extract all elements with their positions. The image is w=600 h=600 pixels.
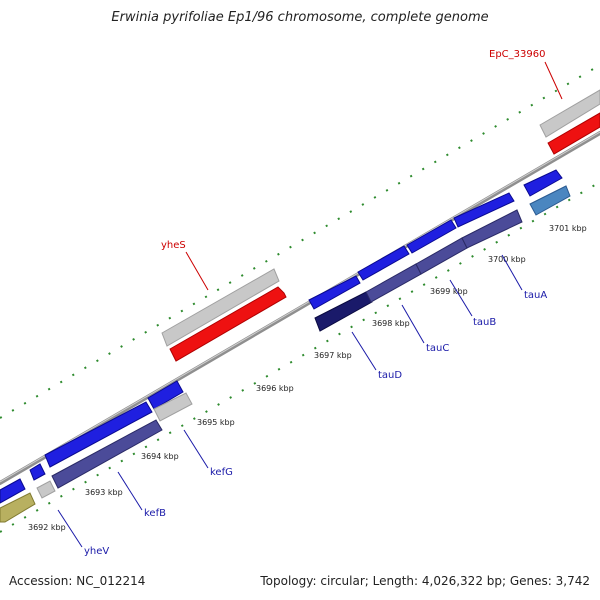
gene-tauB-blue[interactable]	[406, 219, 457, 254]
tick-label: 3694 kbp	[141, 452, 179, 461]
leader-lines	[57, 61, 563, 548]
dotted-track-outer	[0, 64, 600, 419]
gene-kefG-gray[interactable]	[153, 392, 193, 422]
gene-yheS-red-arrow	[169, 286, 287, 362]
genome-axis	[0, 131, 600, 485]
leader-tauB	[449, 279, 473, 317]
label-EpC_33960[interactable]: EpC_33960	[489, 49, 545, 60]
label-yheV[interactable]: yheV	[84, 546, 109, 557]
leader-yheS	[185, 251, 209, 291]
gene-small-gray[interactable]	[36, 480, 56, 499]
leader-yheV	[57, 509, 83, 548]
gene-kefB-blue[interactable]	[44, 401, 153, 468]
gene-yheV-blue[interactable]	[0, 478, 26, 504]
leader-tauC	[401, 304, 425, 344]
leader-kefB	[117, 471, 143, 511]
leader-tauD	[351, 331, 377, 371]
gene-EpC_33960[interactable]	[539, 89, 600, 155]
gene-tauC-blue[interactable]	[357, 245, 410, 281]
topology-summary: Topology: circular; Length: 4,026,322 bp…	[260, 574, 590, 588]
tick-label: 3698 kbp	[372, 319, 410, 328]
tick-label: 3701 kbp	[549, 224, 587, 233]
gene-labels: yheS EpC_33960 yheV kefB kefG tauD tauC …	[84, 49, 547, 557]
tick-label: 3699 kbp	[430, 287, 468, 296]
label-yheS[interactable]: yheS	[161, 240, 186, 251]
tick-labels: 3692 kbp 3693 kbp 3694 kbp 3695 kbp 3696…	[28, 224, 587, 532]
gene-kefG-blue[interactable]	[147, 380, 184, 410]
tick-label: 3693 kbp	[85, 488, 123, 497]
reverse-cds	[314, 209, 523, 332]
accession-text: Accession: NC_012214	[9, 574, 146, 588]
gene-steel-right[interactable]	[529, 185, 571, 216]
gene-tauA-blue[interactable]	[453, 192, 515, 228]
leader-kefG	[183, 429, 209, 469]
gene-yheS-gray	[161, 268, 280, 347]
label-kefB[interactable]: kefB	[144, 508, 166, 519]
label-tauA[interactable]: tauA	[524, 290, 547, 301]
map-title: Erwinia pyrifoliae Ep1/96 chromosome, co…	[111, 10, 489, 25]
gene-upper-right-blue[interactable]	[523, 169, 563, 197]
cds-tauA[interactable]	[461, 209, 523, 249]
label-tauB[interactable]: tauB	[473, 317, 496, 328]
forward-genes	[308, 169, 571, 310]
leader-EpC	[544, 61, 563, 100]
tick-label: 3700 kbp	[488, 255, 526, 264]
gene-EpC-gray	[539, 89, 600, 138]
dotted-track-inner	[0, 181, 600, 533]
leader-tauA	[501, 254, 523, 291]
label-tauC[interactable]: tauC	[426, 343, 449, 354]
gene-EpC-red	[547, 112, 600, 155]
gene-small-blue[interactable]	[29, 463, 46, 481]
tick-label: 3696 kbp	[256, 384, 294, 393]
label-kefG[interactable]: kefG	[210, 467, 233, 478]
gene-yheV-olive[interactable]	[0, 492, 36, 523]
cds-kefB[interactable]	[51, 419, 163, 489]
lower-left-genes	[0, 380, 193, 523]
tick-label: 3695 kbp	[197, 418, 235, 427]
gene-yheS[interactable]	[161, 268, 287, 362]
genome-axis-highlight	[0, 131, 600, 483]
gene-tauD-blue[interactable]	[308, 275, 361, 310]
tick-label: 3692 kbp	[28, 523, 66, 532]
tick-label: 3697 kbp	[314, 351, 352, 360]
label-tauD[interactable]: tauD	[378, 370, 402, 381]
